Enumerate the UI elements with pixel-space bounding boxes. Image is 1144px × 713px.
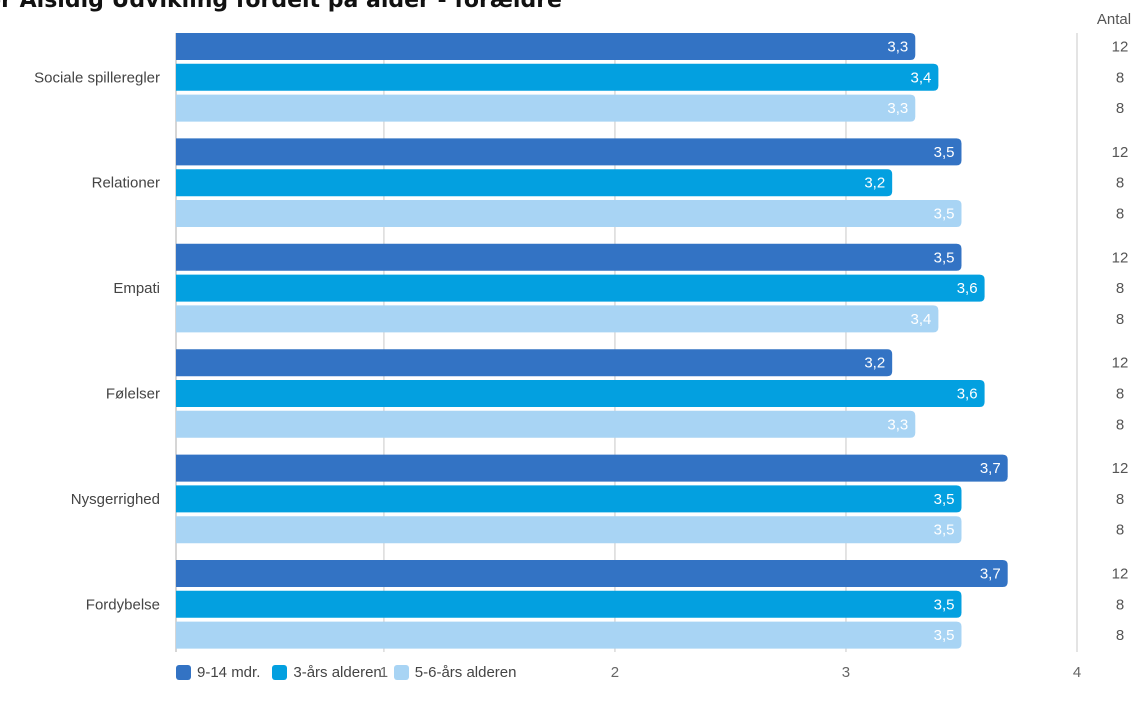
- bar: [176, 169, 893, 197]
- count-label: 12: [1112, 249, 1129, 266]
- bar: [176, 138, 962, 166]
- bar: [176, 621, 962, 649]
- legend-item: 3-års alderen: [272, 664, 382, 681]
- data-label: 3,6: [957, 386, 978, 403]
- count-label: 8: [1116, 280, 1124, 297]
- data-label: 3,3: [887, 100, 908, 117]
- count-label: 12: [1112, 355, 1129, 372]
- bar: [176, 560, 1008, 587]
- data-label: 3,4: [911, 311, 932, 328]
- count-label: 8: [1116, 206, 1124, 223]
- legend-swatch: [176, 665, 191, 680]
- bar: [176, 33, 916, 60]
- data-label: 3,5: [934, 491, 955, 508]
- data-label: 3,2: [864, 355, 885, 372]
- category-label: Empati: [113, 280, 160, 297]
- bar: [176, 94, 916, 122]
- bar: [176, 380, 985, 407]
- data-label: 3,3: [887, 416, 908, 433]
- bar: [176, 274, 985, 302]
- grid-layer: [175, 33, 1078, 652]
- bar-layer: [176, 33, 1008, 649]
- category-label: Nysgerrighed: [71, 491, 160, 508]
- legend-swatch: [393, 665, 409, 680]
- count-label: 12: [1112, 39, 1129, 56]
- legend-label: 3-års alderen: [293, 664, 382, 681]
- data-label: 3,5: [934, 596, 955, 613]
- bar: [176, 349, 893, 377]
- bar: [176, 485, 962, 513]
- count-label: 8: [1116, 522, 1124, 539]
- legend-label: 5-6-års alderen: [414, 664, 517, 681]
- data-label: 3,5: [934, 522, 955, 539]
- legend-label: 9-14 mdr.: [197, 664, 261, 681]
- category-label: Relationer: [92, 175, 160, 192]
- legend-item: 5-6-års alderen: [393, 664, 517, 681]
- data-label: 3,6: [957, 280, 978, 297]
- data-label: 3,7: [980, 566, 1001, 583]
- bar: [176, 590, 962, 618]
- bar: [176, 410, 916, 438]
- count-label: 8: [1116, 311, 1124, 328]
- count-label: 8: [1116, 69, 1124, 86]
- legend-swatch: [272, 665, 288, 680]
- data-label: 3,5: [934, 144, 955, 161]
- data-label: 3,5: [934, 627, 955, 644]
- x-tick-label: 2: [611, 664, 619, 681]
- count-label: 12: [1112, 460, 1129, 477]
- count-header: Antal: [1097, 11, 1131, 28]
- count-label: 12: [1112, 566, 1129, 583]
- category-label: Sociale spilleregler: [34, 69, 160, 86]
- count-label: 8: [1116, 175, 1124, 192]
- count-label: 8: [1116, 491, 1124, 508]
- x-tick-label: 3: [842, 664, 850, 681]
- x-tick-label: 4: [1073, 664, 1081, 681]
- legend: 9-14 mdr. 3-års alderen 5-6-års alderen: [176, 664, 528, 681]
- data-label: 3,5: [934, 206, 955, 223]
- data-label: 3,5: [934, 249, 955, 266]
- data-label: 3,7: [980, 460, 1001, 477]
- bar: [176, 63, 939, 91]
- count-label: 8: [1116, 416, 1124, 433]
- bar: [176, 516, 962, 544]
- chart-title: or Alsidig Udvikling fordelt på alder - …: [0, 0, 562, 13]
- category-label: Følelser: [106, 386, 160, 403]
- data-label: 3,4: [911, 69, 932, 86]
- data-label: 3,2: [864, 175, 885, 192]
- count-label: 8: [1116, 100, 1124, 117]
- count-label: 12: [1112, 144, 1129, 161]
- bar: [176, 200, 962, 227]
- bar: [176, 243, 962, 271]
- bar: [176, 305, 939, 333]
- legend-item: 9-14 mdr.: [176, 664, 260, 681]
- count-label: 8: [1116, 596, 1124, 613]
- count-label: 8: [1116, 386, 1124, 403]
- bar: [176, 454, 1008, 482]
- category-label: Fordybelse: [86, 596, 160, 613]
- x-tick-label: 1: [380, 664, 388, 681]
- count-label: 8: [1116, 627, 1124, 644]
- data-label: 3,3: [887, 39, 908, 56]
